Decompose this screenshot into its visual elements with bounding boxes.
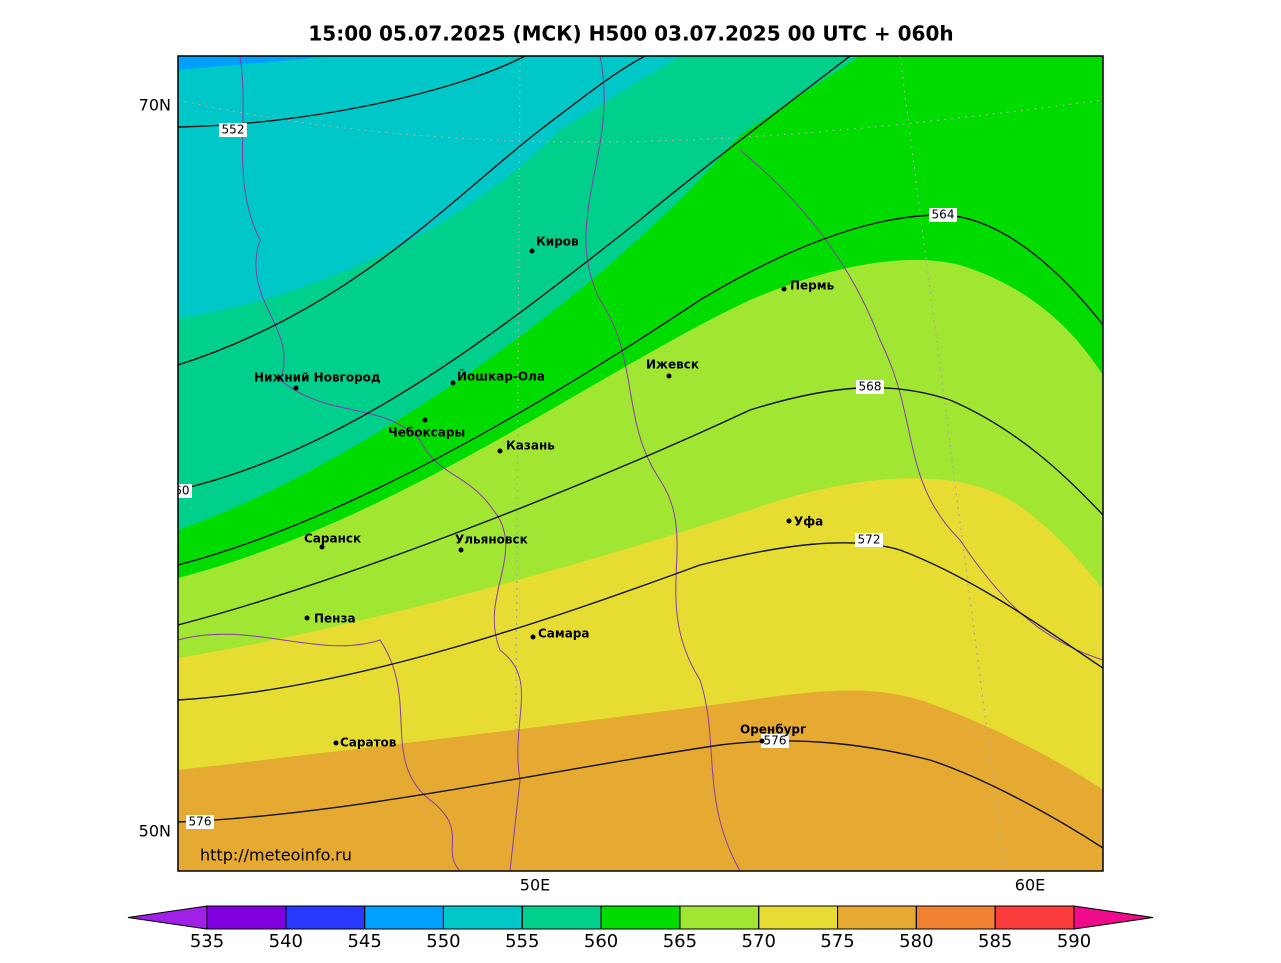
border <box>239 56 522 871</box>
city: Саратов <box>340 736 397 750</box>
lon-label: 50E <box>520 876 550 895</box>
city: Нижний Новгород <box>254 371 381 385</box>
colorbar: 535 540 545 550 555 560 565 570 575 580 585 590 <box>127 905 1154 952</box>
city-dot <box>530 634 536 640</box>
graticule <box>178 99 1103 143</box>
colorbar-label: 590 <box>1057 931 1091 952</box>
city: Пермь <box>790 279 835 293</box>
url: http://meteoinfo.ru <box>200 846 352 865</box>
label-bg <box>855 533 883 547</box>
city-dot <box>529 248 535 254</box>
city-dot <box>458 547 464 553</box>
city-dot <box>786 518 792 524</box>
title: 15:00 05.07.2025 (МСК) H500 03.07.2025 0… <box>308 22 953 46</box>
colorbar-box <box>600 905 681 930</box>
city: Ульяновск <box>455 533 528 547</box>
contour-labels: 552 564 568 572 576 576 560 <box>167 123 957 829</box>
contour <box>178 214 1103 566</box>
colorbar-box <box>915 905 996 930</box>
city: Йошкар-Ола <box>457 369 545 384</box>
label-bg <box>178 484 192 498</box>
colorbar-label: 545 <box>347 931 381 952</box>
city-dot <box>422 417 428 423</box>
band <box>178 56 330 70</box>
colorbar-label: 585 <box>978 931 1012 952</box>
contour <box>178 386 1103 626</box>
colorbar-box <box>442 905 523 930</box>
city-dot <box>319 544 325 550</box>
lat-label: 70N <box>139 96 171 115</box>
city-dot <box>759 738 765 744</box>
colorbar-box <box>364 905 444 930</box>
colorbar-label: 570 <box>742 931 776 952</box>
contour-label: 552 <box>222 123 245 137</box>
contour-label: 560 <box>167 484 190 498</box>
colorbar-label: 550 <box>426 931 460 952</box>
colorbar-extend <box>1073 905 1154 930</box>
cities: Киров Пермь Нижний Новгород Йошкар-Ола И… <box>254 235 835 750</box>
city: Оренбург <box>740 723 806 737</box>
city-dot <box>333 740 339 746</box>
city: Казань <box>506 439 555 453</box>
colorbar-box <box>285 905 366 930</box>
city: Ижевск <box>646 358 699 372</box>
graticule <box>514 56 521 871</box>
colorbar-label: 555 <box>505 931 539 952</box>
band <box>178 690 1103 871</box>
city-dot <box>666 373 672 379</box>
label-bg <box>186 815 214 829</box>
colorbar-extend <box>127 905 208 930</box>
colorbar-box <box>206 905 287 930</box>
contour <box>178 740 1103 849</box>
lat-label: 50N <box>139 822 171 841</box>
label-bg <box>929 208 957 222</box>
contour-label: 564 <box>932 208 955 222</box>
city-dot <box>781 286 787 292</box>
colorbar-box <box>994 905 1075 930</box>
city: Саранск <box>304 532 361 546</box>
colorbar-label: 580 <box>899 931 933 952</box>
city-dot <box>450 380 456 386</box>
contour-label: 572 <box>858 533 881 547</box>
border <box>585 56 741 871</box>
contour-label: 576 <box>189 815 212 829</box>
city-dot <box>497 448 503 454</box>
lon-label: 60E <box>1015 876 1045 895</box>
colorbar-box <box>679 905 760 930</box>
map-frame <box>177 55 1104 872</box>
city: Чебоксары <box>388 426 465 440</box>
colorbar-label: 565 <box>663 931 697 952</box>
colorbar-box <box>758 905 839 930</box>
city: Киров <box>536 235 579 249</box>
border <box>178 633 461 871</box>
city-dot <box>304 615 310 621</box>
colorbar-box <box>521 905 602 930</box>
label-bg <box>761 734 789 748</box>
city: Уфа <box>794 515 823 529</box>
contour-label: 568 <box>859 380 882 394</box>
map: 552 564 568 572 576 576 560 Киров Пермь … <box>167 56 1103 871</box>
colorbar-label: 560 <box>584 931 618 952</box>
contour <box>178 56 851 491</box>
contour <box>178 56 646 366</box>
city-dot <box>293 385 299 391</box>
city: Самара <box>538 627 590 641</box>
colorbar-label: 535 <box>190 931 224 952</box>
contour-label: 576 <box>764 734 787 748</box>
border <box>739 149 1103 661</box>
colorbar-box <box>837 905 917 930</box>
label-bg <box>856 380 884 394</box>
colorbar-label: 540 <box>269 931 303 952</box>
colorbar-label: 575 <box>820 931 854 952</box>
city: Пенза <box>314 612 356 626</box>
label-bg <box>219 123 247 137</box>
contour <box>178 542 1103 701</box>
